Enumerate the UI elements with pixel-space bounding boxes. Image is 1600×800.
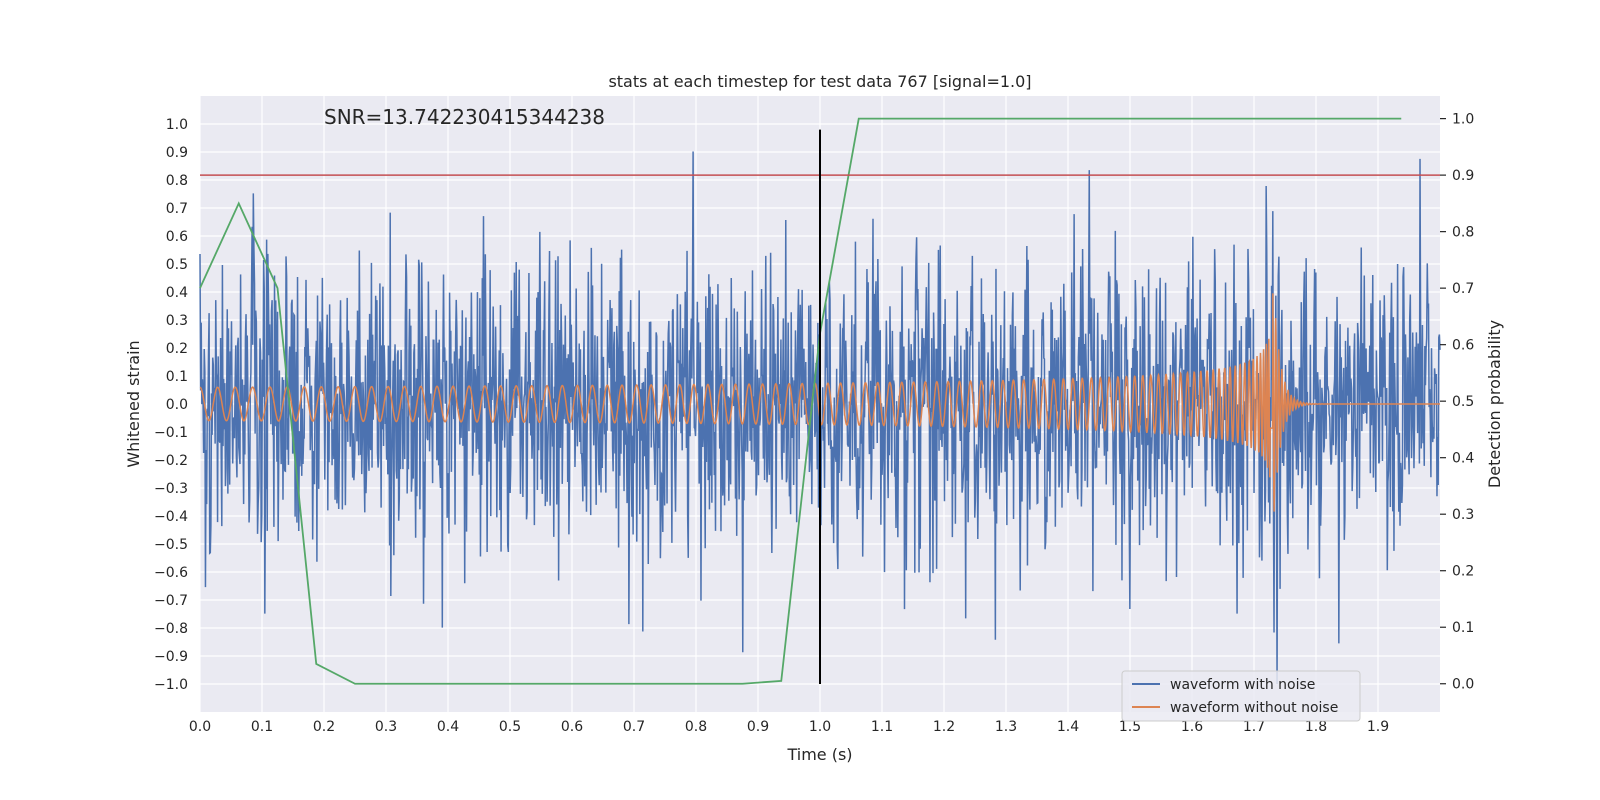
- y-left-tick-label-18: −0.8: [154, 621, 188, 637]
- x-tick-label-17: 1.7: [1243, 719, 1265, 735]
- x-tick-label-5: 0.5: [499, 719, 521, 735]
- y-left-tick-label-17: −0.7: [154, 593, 188, 609]
- y-left-tick-label-14: −0.4: [154, 509, 188, 525]
- x-tick-label-11: 1.1: [871, 719, 893, 735]
- y-right-axis-label: Detection probability: [1485, 320, 1504, 488]
- y-left-tick-label-11: −0.1: [154, 425, 188, 441]
- x-axis-label: Time (s): [786, 745, 852, 764]
- x-tick-label-15: 1.5: [1119, 719, 1141, 735]
- y-right-tick-label-9: 0.1: [1452, 620, 1474, 636]
- legend: waveform with noise waveform without noi…: [1121, 670, 1361, 722]
- reference-lines: [200, 129, 1440, 684]
- y-left-tick-label-19: −0.9: [154, 649, 188, 665]
- y-right-tick-label-1: 0.9: [1452, 168, 1474, 184]
- y-right-tick-label-8: 0.2: [1452, 564, 1474, 580]
- y-left-tick-label-5: 0.5: [166, 257, 188, 273]
- y-left-axis-label: Whitened strain: [124, 340, 143, 467]
- x-tick-label-18: 1.8: [1305, 719, 1327, 735]
- y-left-tick-label-6: 0.4: [166, 285, 188, 301]
- y-left-tick-label-8: 0.2: [166, 341, 188, 357]
- y-right-tick-label-3: 0.7: [1452, 281, 1474, 297]
- x-tick-label-13: 1.3: [995, 719, 1017, 735]
- line-detection-probability: [199, 117, 1402, 685]
- y-right-axis-ticks: 1.0 0.9 0.8 0.7 0.6 0.5 0.4 0.3 0.2 0.1 0.0: [1440, 112, 1474, 693]
- x-tick-label-4: 0.4: [437, 719, 459, 735]
- x-tick-label-3: 0.3: [375, 719, 397, 735]
- y-left-tick-label-20: −1.0: [154, 677, 188, 693]
- x-tick-label-9: 0.9: [747, 719, 769, 735]
- x-tick-label-12: 1.2: [933, 719, 955, 735]
- x-axis-ticks: 0.0 0.1 0.2 0.3 0.4 0.5 0.6 0.7 0.8 0.9 1.0 1.1 1.2 1…: [189, 719, 1389, 735]
- x-tick-label-7: 0.7: [623, 719, 645, 735]
- x-tick-label-2: 0.2: [313, 719, 335, 735]
- x-tick-label-10: 1.0: [809, 719, 831, 735]
- y-left-tick-label-10: 0.0: [166, 397, 188, 413]
- y-left-tick-label-2: 0.8: [166, 173, 188, 189]
- series-detection-probability: [199, 117, 1402, 685]
- y-right-tick-label-0: 1.0: [1452, 112, 1474, 128]
- legend-box: [1121, 670, 1361, 722]
- chart-title: stats at each timestep for test data 767…: [608, 72, 1031, 91]
- x-tick-label-1: 0.1: [251, 719, 273, 735]
- y-left-tick-label-7: 0.3: [166, 313, 188, 329]
- y-left-tick-label-9: 0.1: [166, 369, 188, 385]
- y-left-tick-label-4: 0.6: [166, 229, 188, 245]
- y-left-tick-label-1: 0.9: [166, 145, 188, 161]
- y-right-tick-label-4: 0.6: [1452, 338, 1474, 354]
- legend-label-noisy: waveform with noise: [1170, 677, 1315, 693]
- y-right-tick-label-10: 0.0: [1452, 677, 1474, 693]
- y-right-tick-label-6: 0.4: [1452, 451, 1474, 467]
- y-left-tick-label-16: −0.6: [154, 565, 188, 581]
- y-left-tick-label-3: 0.7: [166, 201, 188, 217]
- y-right-tick-label-7: 0.3: [1452, 507, 1474, 523]
- legend-label-chirp: waveform without noise: [1170, 700, 1338, 716]
- y-left-tick-label-0: 1.0: [166, 117, 188, 133]
- x-tick-label-0: 0.0: [189, 719, 211, 735]
- x-tick-label-19: 1.9: [1367, 719, 1389, 735]
- y-left-tick-label-13: −0.3: [154, 481, 188, 497]
- y-right-tick-label-5: 0.5: [1452, 394, 1474, 410]
- x-tick-label-8: 0.8: [685, 719, 707, 735]
- x-tick-label-14: 1.4: [1057, 719, 1079, 735]
- snr-annotation: SNR=13.742230415344238: [324, 105, 605, 129]
- x-tick-label-6: 0.6: [561, 719, 583, 735]
- x-tick-label-16: 1.6: [1181, 719, 1203, 735]
- y-right-tick-label-2: 0.8: [1452, 225, 1474, 241]
- y-left-axis-ticks: 1.0 0.9 0.8 0.7 0.6 0.5 0.4 0.3 0.2 0.1 0.0 −0.1 −0.…: [154, 117, 188, 693]
- y-left-tick-label-15: −0.5: [154, 537, 188, 553]
- y-left-tick-label-12: −0.2: [154, 453, 188, 469]
